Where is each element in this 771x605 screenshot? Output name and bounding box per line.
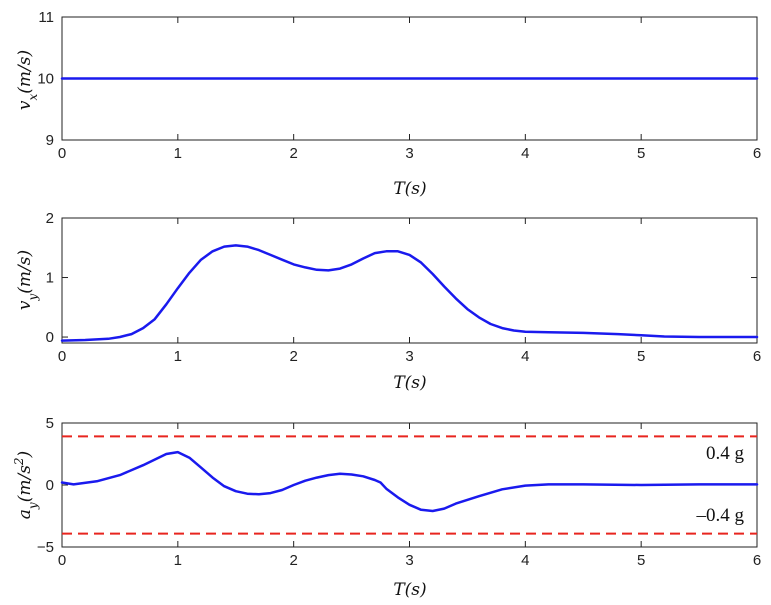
series-line — [60, 450, 759, 513]
y-tick-label: 2 — [46, 210, 54, 227]
y-tick-label: 0 — [46, 329, 54, 346]
x-tick-label: 4 — [521, 552, 529, 569]
vy-y-axis-label: vy(m/s) — [15, 250, 40, 310]
ay-x-axis-label: T(s) — [393, 580, 426, 600]
x-tick-label: 6 — [753, 552, 761, 569]
series-line — [60, 244, 759, 342]
y-tick-label: −5 — [37, 539, 54, 556]
y-tick-label: 9 — [46, 132, 54, 149]
x-tick-label: 3 — [405, 348, 413, 365]
x-tick-label: 3 — [405, 552, 413, 569]
x-tick-label: 1 — [174, 348, 182, 365]
y-tick-label: 5 — [46, 415, 54, 432]
x-tick-label: 1 — [174, 145, 182, 162]
x-tick-label: 6 — [753, 145, 761, 162]
x-tick-label: 0 — [58, 145, 66, 162]
x-tick-label: 5 — [637, 348, 645, 365]
x-tick-label: 5 — [637, 145, 645, 162]
x-tick-label: 4 — [521, 348, 529, 365]
x-tick-label: 1 — [174, 552, 182, 569]
ay-plot: 0 1 2 3 4 5 6−505 — [37, 415, 761, 569]
x-tick-label: 4 — [521, 145, 529, 162]
y-tick-label: 0 — [46, 477, 54, 494]
x-tick-label: 2 — [289, 348, 297, 365]
lower-limit-label: –0.4 g — [696, 505, 745, 526]
vy-plot: 0 1 2 3 4 5 6 0 1 2 — [46, 210, 762, 365]
x-tick-label: 5 — [637, 552, 645, 569]
y-tick-label: 10 — [37, 71, 54, 88]
x-tick-label: 6 — [753, 348, 761, 365]
x-tick-label: 2 — [289, 552, 297, 569]
y-tick-label: 11 — [38, 9, 54, 26]
ay-y-axis-label: ay(m/s2) — [12, 451, 40, 519]
vy-x-axis-label: T(s) — [393, 373, 426, 393]
y-tick-label: 1 — [46, 270, 54, 287]
vx-x-axis-label: T(s) — [393, 179, 426, 199]
upper-limit-label: 0.4 g — [706, 443, 745, 464]
x-tick-label: 2 — [289, 145, 297, 162]
x-tick-label: 3 — [405, 145, 413, 162]
vx-plot: 0 1 2 3 4 5 6 9 10 11 — [37, 9, 761, 162]
x-tick-label: 0 — [58, 552, 66, 569]
x-tick-label: 0 — [58, 348, 66, 365]
vx-y-axis-label: vx(m/s) — [15, 50, 40, 110]
